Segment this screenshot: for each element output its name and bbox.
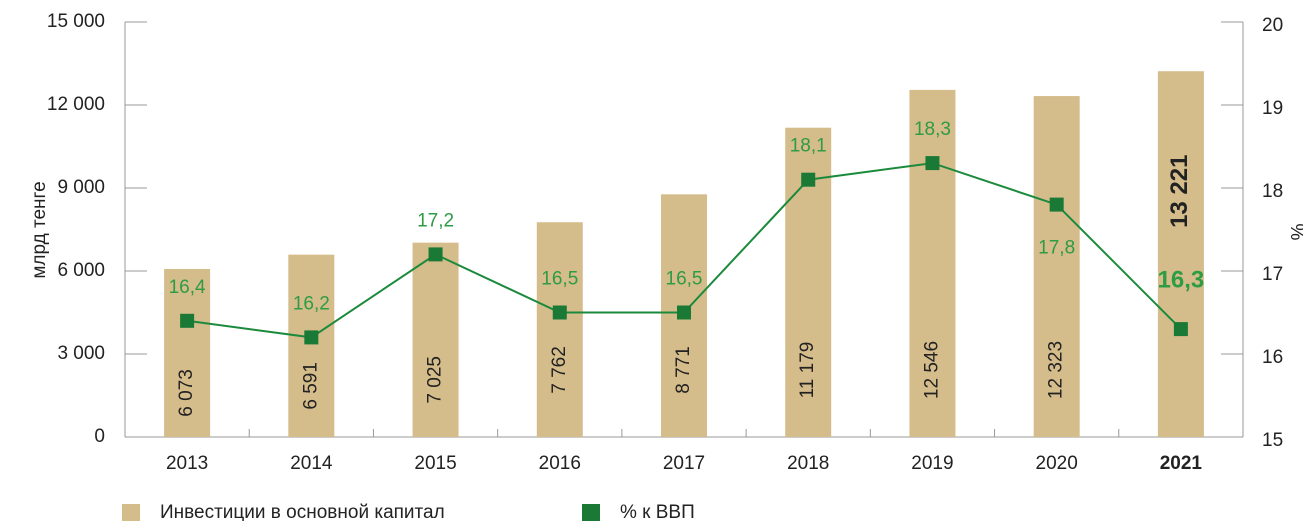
line-value-label: 16,4 xyxy=(169,277,206,298)
bar xyxy=(412,242,459,437)
line-marker xyxy=(552,305,567,320)
y-tick-label: 12 000 xyxy=(47,94,105,115)
line-marker xyxy=(180,313,195,328)
line-marker xyxy=(801,172,816,187)
x-tick-label: 2016 xyxy=(539,453,581,474)
bar-value-label: 12 546 xyxy=(921,341,942,399)
bar-value-label: 12 323 xyxy=(1046,341,1067,399)
line-marker xyxy=(1049,197,1064,212)
bar xyxy=(288,254,335,437)
line-marker xyxy=(304,330,319,345)
bar xyxy=(536,222,583,437)
x-tick-label: 2020 xyxy=(1036,453,1078,474)
line-marker xyxy=(677,305,691,320)
x-tick-label: 2021 xyxy=(1160,453,1203,474)
bar-value-label: 7 762 xyxy=(549,346,570,394)
legend-label: % к ВВП xyxy=(620,502,695,521)
bar-value-label: 8 771 xyxy=(673,346,694,394)
x-tick-label: 2013 xyxy=(166,453,208,474)
line-value-label: 17,2 xyxy=(417,210,454,231)
y2-tick-label: 15 xyxy=(1262,430,1283,451)
bar xyxy=(909,89,956,438)
bar xyxy=(1157,71,1204,438)
x-tick-label: 2017 xyxy=(663,453,705,474)
y2-tick-label: 18 xyxy=(1262,181,1283,202)
line-value-label: 17,8 xyxy=(1038,238,1075,259)
line-marker xyxy=(428,247,443,262)
x-tick-label: 2014 xyxy=(290,453,333,474)
line-value-label: 16,3 xyxy=(1158,266,1205,293)
bar-value-label: 6 073 xyxy=(176,369,197,417)
y-tick-label: 3 000 xyxy=(57,343,105,364)
y-tick-label: 0 xyxy=(94,426,105,447)
line-value-label: 16,2 xyxy=(293,293,330,314)
y2-axis-label: % xyxy=(1286,224,1303,241)
legend-label: Инвестиции в основной капитал xyxy=(160,502,445,521)
y-tick-label: 6 000 xyxy=(57,260,105,281)
legend-swatch xyxy=(582,504,600,521)
line-value-label: 18,3 xyxy=(914,119,951,140)
line-value-label: 18,1 xyxy=(790,136,827,157)
y-tick-label: 9 000 xyxy=(57,177,105,198)
x-tick-label: 2018 xyxy=(787,453,829,474)
y2-tick-label: 19 xyxy=(1262,98,1283,119)
bar-value-label: 11 179 xyxy=(797,342,818,399)
bar xyxy=(1033,96,1080,438)
bar-value-label: 13 221 xyxy=(1166,155,1193,228)
bar xyxy=(164,268,211,437)
y-tick-label: 15 000 xyxy=(47,11,105,32)
y2-tick-label: 16 xyxy=(1262,347,1283,368)
y2-tick-label: 17 xyxy=(1262,264,1283,285)
y2-tick-label: 20 xyxy=(1262,15,1283,36)
x-tick-label: 2015 xyxy=(414,453,456,474)
x-tick-label: 2019 xyxy=(911,453,953,474)
line-marker xyxy=(1173,322,1188,337)
line-marker xyxy=(925,156,940,171)
line-value-label: 16,5 xyxy=(541,269,578,290)
y-axis-label: млрд тенге xyxy=(29,181,50,278)
line-value-label: 16,5 xyxy=(666,269,703,290)
legend-swatch xyxy=(122,504,140,521)
bar-value-label: 6 591 xyxy=(300,362,321,410)
bar-value-label: 7 025 xyxy=(425,356,446,404)
